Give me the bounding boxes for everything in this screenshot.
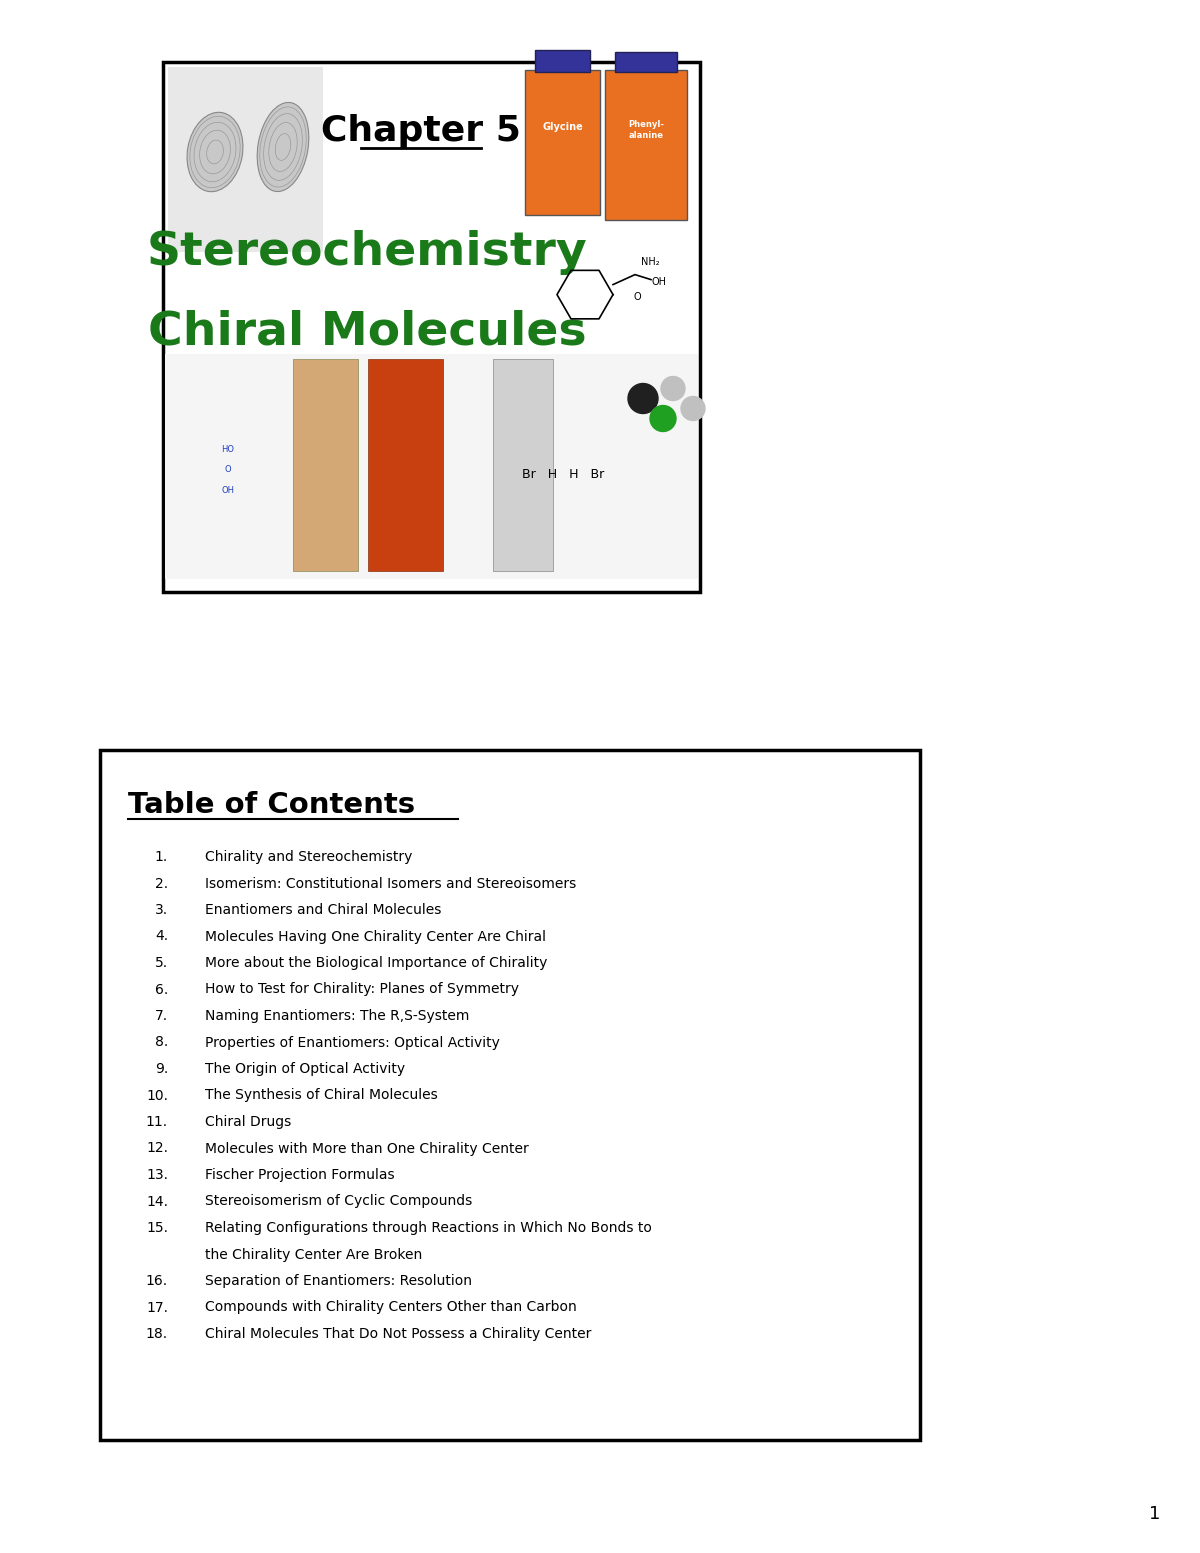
Circle shape: [628, 384, 658, 413]
Text: Naming Enantiomers: The R,S-System: Naming Enantiomers: The R,S-System: [205, 1009, 469, 1023]
Bar: [368, 359, 443, 572]
Text: Stereochemistry: Stereochemistry: [146, 230, 587, 275]
Bar: [166, 354, 698, 579]
Circle shape: [661, 376, 685, 401]
Text: OH: OH: [650, 276, 666, 287]
Text: 15.: 15.: [146, 1221, 168, 1235]
Circle shape: [650, 405, 676, 432]
Text: 6.: 6.: [155, 983, 168, 997]
Text: Chiral Molecules: Chiral Molecules: [148, 309, 587, 354]
Bar: [526, 70, 600, 214]
Bar: [616, 51, 677, 71]
Text: Enantiomers and Chiral Molecules: Enantiomers and Chiral Molecules: [205, 902, 442, 916]
Text: Stereoisomerism of Cyclic Compounds: Stereoisomerism of Cyclic Compounds: [205, 1194, 473, 1208]
Text: 1: 1: [1148, 1505, 1160, 1523]
Text: 14.: 14.: [146, 1194, 168, 1208]
Text: Table of Contents: Table of Contents: [128, 790, 415, 818]
Text: 11.: 11.: [146, 1115, 168, 1129]
Text: Relating Configurations through Reactions in Which No Bonds to: Relating Configurations through Reaction…: [205, 1221, 652, 1235]
Text: Molecules Having One Chirality Center Are Chiral: Molecules Having One Chirality Center Ar…: [205, 930, 546, 944]
Text: 16.: 16.: [146, 1273, 168, 1287]
Text: Chiral Drugs: Chiral Drugs: [205, 1115, 292, 1129]
Text: Br   H   H   Br: Br H H Br: [522, 469, 604, 481]
Text: How to Test for Chirality: Planes of Symmetry: How to Test for Chirality: Planes of Sym…: [205, 983, 520, 997]
Text: Glycine: Glycine: [542, 123, 583, 132]
Text: Molecules with More than One Chirality Center: Molecules with More than One Chirality C…: [205, 1141, 529, 1155]
Text: the Chirality Center Are Broken: the Chirality Center Are Broken: [205, 1247, 422, 1261]
Text: Chiral Molecules That Do Not Possess a Chirality Center: Chiral Molecules That Do Not Possess a C…: [205, 1326, 592, 1340]
Text: 3.: 3.: [155, 902, 168, 916]
Ellipse shape: [187, 112, 242, 191]
Text: The Origin of Optical Activity: The Origin of Optical Activity: [205, 1062, 406, 1076]
Text: NH₂: NH₂: [641, 256, 660, 267]
Text: 1.: 1.: [155, 849, 168, 863]
Text: Properties of Enantiomers: Optical Activity: Properties of Enantiomers: Optical Activ…: [205, 1036, 500, 1050]
Text: Chirality and Stereochemistry: Chirality and Stereochemistry: [205, 849, 413, 863]
Text: 2.: 2.: [155, 876, 168, 890]
Text: 7.: 7.: [155, 1009, 168, 1023]
Text: HO

O

OH: HO O OH: [222, 444, 234, 495]
Text: 13.: 13.: [146, 1168, 168, 1182]
Text: Separation of Enantiomers: Resolution: Separation of Enantiomers: Resolution: [205, 1273, 472, 1287]
Bar: [168, 67, 323, 252]
Text: The Synthesis of Chiral Molecules: The Synthesis of Chiral Molecules: [205, 1089, 438, 1103]
Text: 10.: 10.: [146, 1089, 168, 1103]
Bar: [493, 359, 553, 572]
Text: 18.: 18.: [146, 1326, 168, 1340]
Text: Phenyl-
alanine: Phenyl- alanine: [628, 120, 664, 140]
Bar: [605, 70, 686, 221]
Bar: [163, 62, 700, 592]
Text: 9.: 9.: [155, 1062, 168, 1076]
Text: 5.: 5.: [155, 957, 168, 971]
Bar: [293, 359, 358, 572]
Text: Isomerism: Constitutional Isomers and Stereoisomers: Isomerism: Constitutional Isomers and St…: [205, 876, 576, 890]
Text: Compounds with Chirality Centers Other than Carbon: Compounds with Chirality Centers Other t…: [205, 1300, 577, 1314]
Bar: [535, 50, 590, 71]
Text: More about the Biological Importance of Chirality: More about the Biological Importance of …: [205, 957, 547, 971]
Text: 8.: 8.: [155, 1036, 168, 1050]
Text: O: O: [634, 292, 641, 301]
Text: 17.: 17.: [146, 1300, 168, 1314]
Text: 4.: 4.: [155, 930, 168, 944]
Bar: [100, 750, 920, 1440]
Text: Fischer Projection Formulas: Fischer Projection Formulas: [205, 1168, 395, 1182]
Circle shape: [682, 396, 706, 421]
Text: 12.: 12.: [146, 1141, 168, 1155]
Text: Chapter 5: Chapter 5: [320, 113, 521, 148]
Ellipse shape: [257, 102, 308, 191]
